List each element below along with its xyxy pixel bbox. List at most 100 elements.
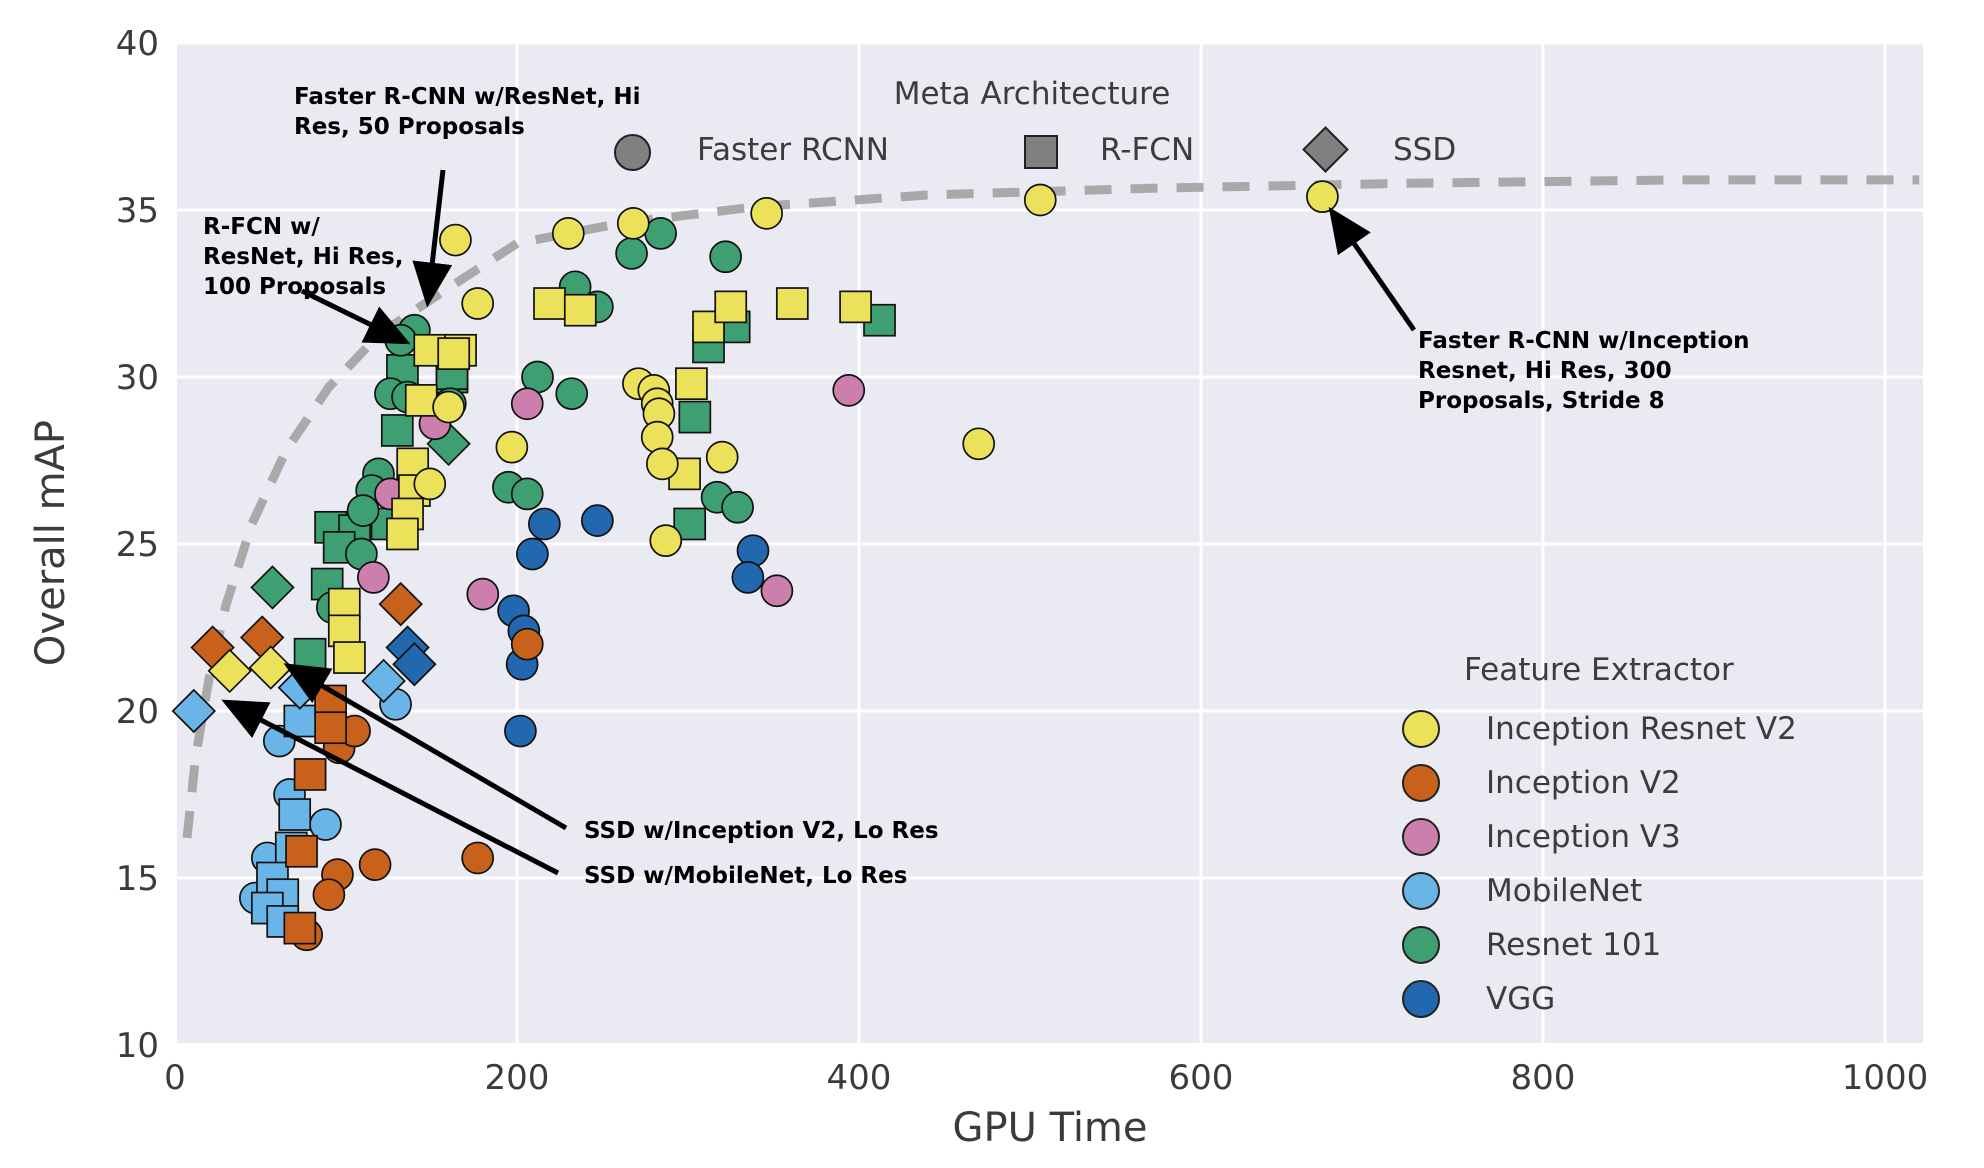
data-point-square [839,290,872,324]
data-point-diamond [361,658,406,704]
data-point-circle [736,534,770,568]
x-tick-label: 400 [827,1058,892,1098]
data-point-square [327,614,361,648]
data-point-circle [731,561,765,594]
annotation-ssd-inception-v2-lores: SSD w/Inception V2, Lo Res [584,818,939,844]
data-point-circle [721,490,754,524]
data-point-circle [750,196,784,230]
data-point-circle [705,440,739,474]
data-point-square [327,587,361,621]
annotation-arrow [412,169,453,308]
data-point-circle [581,504,614,537]
vgg-swatch-icon [1402,980,1440,1018]
data-point-circle [357,561,390,594]
legend-item-vgg: VGG [1400,972,1880,1026]
y-tick-label: 20 [116,692,159,732]
data-point-square [278,798,312,831]
inception-v3-swatch-icon [1402,818,1440,856]
data-point-square [314,711,347,745]
data-point-square [285,834,318,868]
annotation-rfcn-resnet-hires-100: R-FCN w/ ResNet, Hi Res, 100 Proposals [203,214,404,300]
annotation-frcnn-resnet-hires-50: Faster R-CNN w/ResNet, Hi Res, 50 Propos… [294,84,641,140]
annotation-arrow [221,699,560,876]
data-point-circle [439,223,472,257]
annotation-frcnn-inception-resnet-300: Faster R-CNN w/Inception Resnet, Hi Res,… [1418,328,1750,414]
data-point-square [386,517,419,551]
annotation-arrow [283,663,568,831]
data-point-diamond [171,688,217,734]
data-point-circle [510,387,544,421]
x-tick-label: 0 [164,1058,186,1098]
data-point-circle [510,627,544,661]
y-tick-label: 25 [116,525,159,565]
data-point-circle [709,240,742,274]
rfcn-legend-square-icon [1024,135,1058,169]
legend-item-inception-v3: Inception V3 [1400,810,1880,864]
data-point-diamond [250,565,295,610]
data-point-circle [616,207,650,240]
inception-resnet-v2-swatch-icon [1402,710,1440,748]
data-point-square [563,293,597,327]
data-point-circle [461,287,495,320]
data-point-circle [644,217,677,250]
x-tick-label: 800 [1511,1058,1576,1098]
data-point-circle [649,524,683,558]
data-point-circle [1306,180,1339,213]
data-point-square [283,911,317,945]
data-point-circle [555,377,589,411]
data-point-circle [551,217,585,250]
annotation-ssd-mobilenet-lores: SSD w/MobileNet, Lo Res [584,863,908,889]
data-point-circle [962,427,996,461]
data-point-circle [832,374,866,407]
data-point-circle [432,390,465,424]
annotation-arrow [300,288,411,345]
legend-item-mobilenet: MobileNet [1400,864,1880,918]
data-point-square [293,637,327,671]
inception-v2-swatch-icon [1402,764,1440,802]
data-point-circle [1023,183,1057,217]
y-tick-label: 40 [116,24,159,64]
y-tick-label: 30 [116,358,159,398]
data-point-square [775,287,809,320]
data-point-square [678,400,712,434]
data-point-square [437,337,471,370]
data-point-circle [645,447,679,481]
data-point-circle [461,841,495,875]
data-point-circle [346,494,380,527]
mobilenet-swatch-icon [1402,872,1440,910]
data-point-circle [495,430,529,464]
y-axis-label: Overall mAP [28,420,74,666]
data-point-circle [466,577,500,611]
data-point-diamond [207,648,252,694]
legend-item-faster-rcnn: Faster RCNN [697,132,889,168]
data-point-diamond [378,581,423,627]
x-tick-label: 600 [1169,1058,1234,1098]
annotation-arrow [1328,206,1417,332]
data-point-square [293,758,327,791]
data-point-circle [615,237,648,270]
data-point-circle [504,714,537,748]
frontier-dashed-curve [182,175,1920,839]
y-tick-label: 10 [116,1026,159,1066]
data-point-square [404,384,438,417]
data-point-circle [358,848,392,881]
x-axis-label: GPU Time [953,1105,1148,1151]
data-point-square [333,641,366,674]
data-point-diamond [248,645,293,690]
legend-item-ssd: SSD [1393,132,1457,168]
meta-architecture-legend-title: Meta Architecture [893,76,1171,112]
faster-rcnn-legend-circle-icon [614,134,651,171]
data-point-circle [312,878,346,912]
data-point-circle [640,420,674,454]
data-point-square [714,290,748,324]
y-tick-label: 15 [116,859,159,899]
legend-item-inception-resnet-v2: Inception Resnet V2 [1400,702,1880,756]
data-point-square [692,310,725,344]
data-point-diamond [392,642,437,687]
data-point-circle [528,507,561,541]
data-point-circle [516,537,549,571]
data-point-circle [413,467,447,501]
data-point-square [266,905,300,938]
